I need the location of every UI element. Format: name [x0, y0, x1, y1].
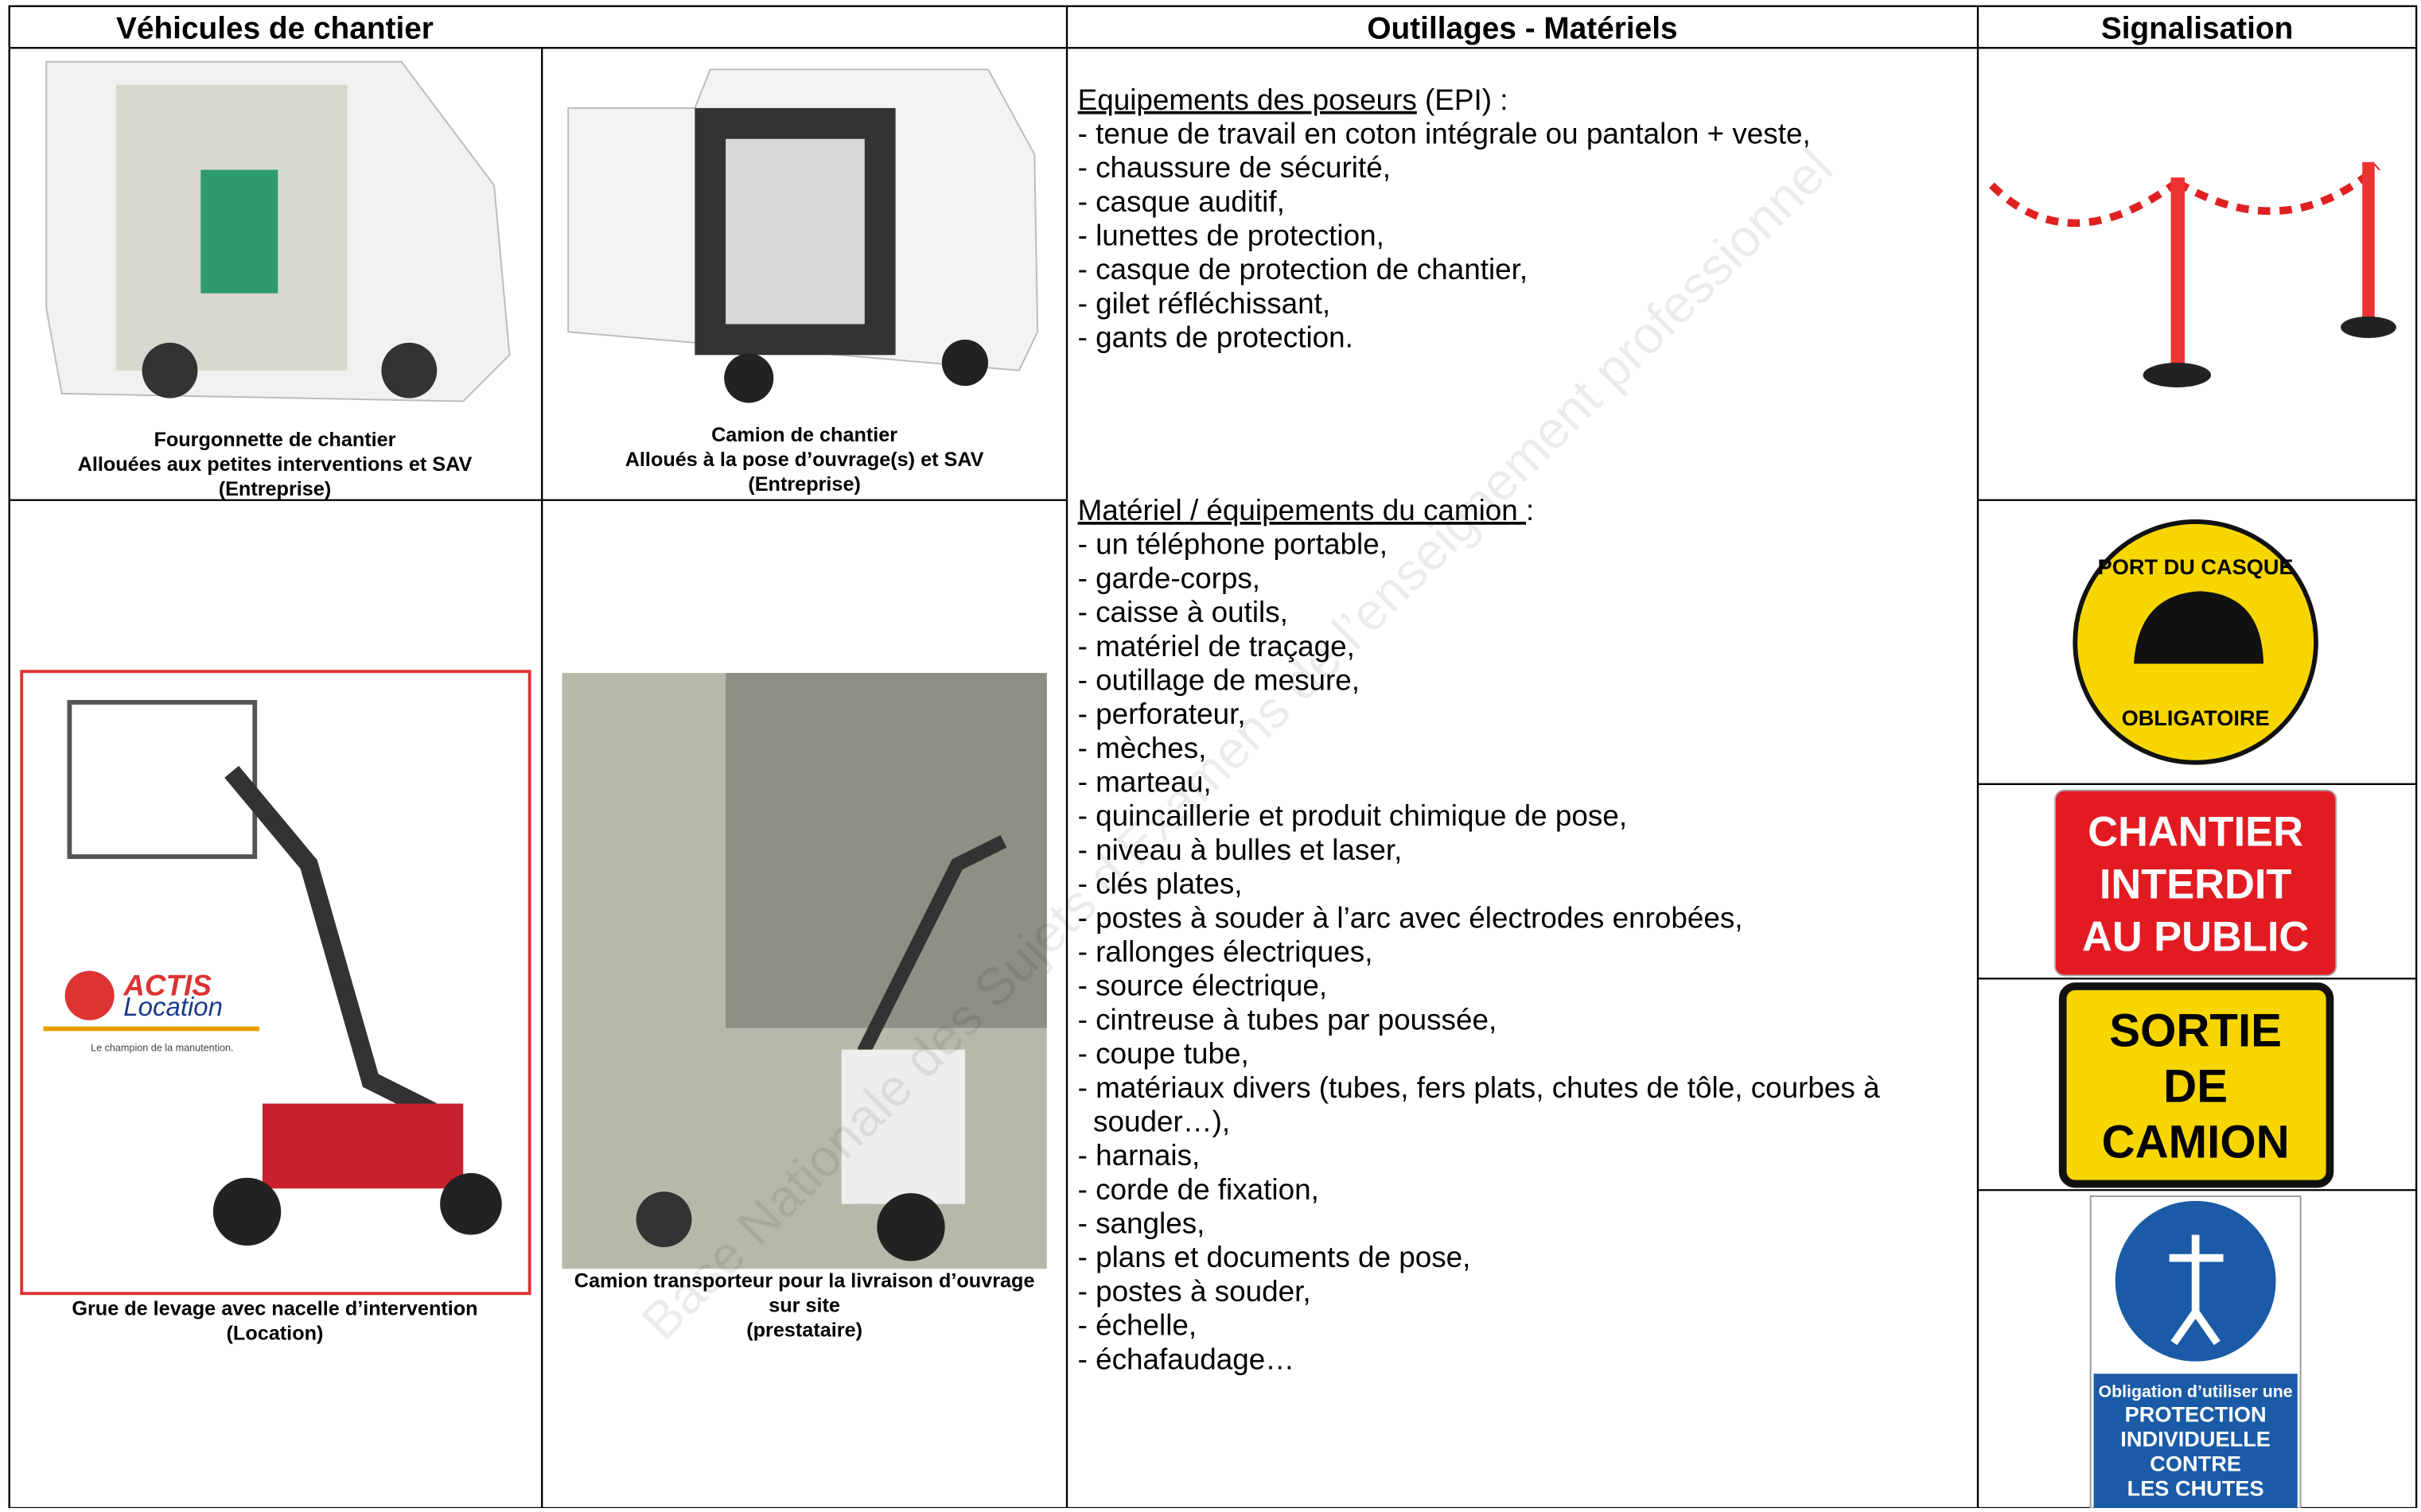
caption: (Entreprise) — [748, 473, 861, 496]
list-item: - échelle, — [1078, 1309, 1197, 1342]
sign-text: CHANTIER — [2088, 809, 2303, 855]
list-item: - postes à souder à l’arc avec électrode… — [1078, 901, 1743, 934]
logo-tagline: Le champion de la manutention. — [91, 1043, 233, 1054]
sign-casque: PORT DU CASQUE OBLIGATOIRE — [2073, 519, 2318, 765]
caption: (Location) — [227, 1322, 324, 1344]
caption: (Entreprise) — [219, 478, 332, 500]
barrier-image — [1989, 161, 2396, 388]
list-item: - garde-corps, — [1078, 562, 1260, 594]
sign-text: LES CHUTES — [2127, 1475, 2264, 1500]
list-item: - lunettes de protection, — [1078, 220, 1384, 252]
list-item: - caisse à outils, — [1078, 596, 1288, 628]
van-image — [45, 60, 511, 402]
caption: Camion transporteur pour la livraison d’… — [574, 1269, 1035, 1292]
list-item: - quincaillerie et produit chimique de p… — [1078, 799, 1627, 832]
list-item: - coupe tube, — [1078, 1037, 1249, 1070]
list-item: - niveau à bulles et laser, — [1078, 834, 1403, 866]
column-header: Signalisation — [2101, 12, 2293, 46]
list-item: - sangles, — [1078, 1207, 1205, 1240]
list-item: - harnais, — [1078, 1139, 1201, 1172]
list-item: - tenue de travail en coton intégrale ou… — [1078, 117, 1811, 150]
caption: sur site — [769, 1295, 840, 1317]
list-item: - rallonges électriques, — [1078, 935, 1373, 968]
sign-text: OBLIGATOIRE — [2122, 705, 2270, 730]
list-title-rest: (EPI) : — [1417, 84, 1508, 116]
caption: Camion de chantier — [711, 424, 897, 446]
list-item: souder…), — [1093, 1105, 1230, 1137]
sign-sortie: SORTIE DE CAMION — [2058, 982, 2334, 1188]
sign-text: CAMION — [2102, 1116, 2290, 1168]
sign-text: PROTECTION — [2125, 1401, 2267, 1426]
sign-chantier: CHANTIER INTERDIT AU PUBLIC — [2054, 789, 2337, 977]
list-item: - postes à souder, — [1078, 1275, 1311, 1308]
list-title-underlined: Matériel / équipements du camion — [1078, 494, 1526, 527]
list-item: - chaussure de sécurité, — [1078, 151, 1391, 184]
sign-text: CONTRE — [2150, 1451, 2241, 1475]
list-item: - cintreuse à tubes par poussée, — [1078, 1003, 1497, 1036]
list-item: - matériaux divers (tubes, fers plats, c… — [1078, 1071, 1880, 1104]
list-item: - gants de protection. — [1078, 321, 1353, 354]
caption: Grue de levage avec nacelle d’interventi… — [72, 1297, 477, 1320]
list-item: - gilet réfléchissant, — [1078, 287, 1331, 320]
list-item: - casque auditif, — [1078, 185, 1285, 218]
crane-image — [562, 673, 1047, 1269]
list-item: - échafaudage… — [1078, 1343, 1295, 1375]
list-item: - mèches, — [1078, 732, 1207, 764]
list-title-underlined: Equipements des poseurs — [1078, 84, 1417, 116]
list-title-rest: : — [1526, 494, 1534, 527]
caption: Fourgonnette de chantier — [154, 429, 395, 451]
column-header: Outillages - Matériels — [1367, 12, 1677, 46]
lift-image: ACTIS Location Le champion de la manuten… — [20, 670, 531, 1296]
truck-image — [567, 68, 1039, 403]
column-header: Véhicules de chantier — [116, 12, 434, 46]
caption: Alloués à la pose d’ouvrage(s) et SAV — [625, 449, 984, 471]
list-item: - casque de protection de chantier, — [1078, 253, 1528, 286]
sign-text: INTERDIT — [2100, 861, 2292, 908]
sign-text: INDIVIDUELLE — [2120, 1426, 2271, 1451]
list-title: Equipements des poseurs (EPI) : — [1078, 84, 1508, 116]
caption: (prestataire) — [746, 1320, 862, 1342]
logo-brand: ACTIS — [123, 970, 212, 1002]
list-item: - clés plates, — [1078, 868, 1243, 900]
list-title: Matériel / équipements du camion : — [1078, 494, 1535, 527]
list-item: - plans et documents de pose, — [1078, 1241, 1471, 1273]
list-item: - matériel de traçage, — [1078, 630, 1355, 663]
sign-text: Obligation d’utiliser une — [2099, 1382, 2293, 1401]
sign-text: DE — [2163, 1061, 2228, 1113]
list-item: - outillage de mesure, — [1078, 663, 1360, 696]
list-item: - source électrique, — [1078, 970, 1327, 1002]
list-item: - corde de fixation, — [1078, 1173, 1319, 1206]
list-item: - un téléphone portable, — [1078, 528, 1388, 561]
logo-name: Location — [123, 992, 223, 1021]
list-item: - marteau, — [1078, 766, 1212, 799]
caption: Allouées aux petites interventions et SA… — [78, 453, 473, 476]
sign-chutes: Obligation d’utiliser une PROTECTION IND… — [2089, 1195, 2302, 1509]
sign-text: PORT DU CASQUE — [2098, 554, 2294, 579]
sign-text: AU PUBLIC — [2082, 914, 2309, 960]
sign-text: SORTIE — [2109, 1005, 2282, 1057]
list-item: - perforateur, — [1078, 698, 1246, 730]
